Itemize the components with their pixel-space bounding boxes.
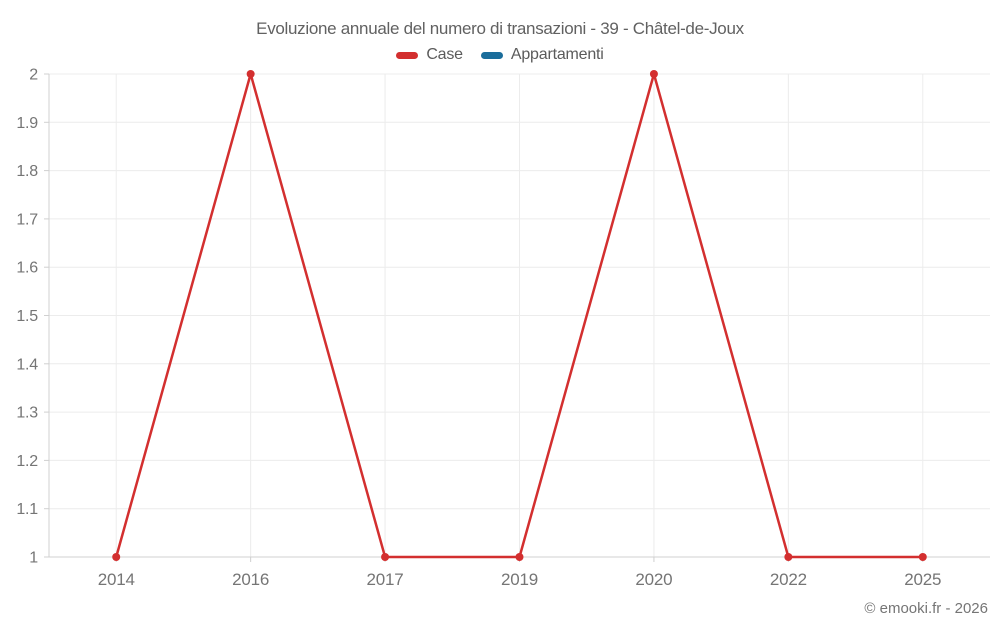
y-tick-label: 1.8 xyxy=(16,163,38,180)
data-point-case-2022[interactable] xyxy=(784,553,793,561)
credit-text: © emooki.fr - 2026 xyxy=(864,600,988,617)
data-point-case-2020[interactable] xyxy=(649,70,658,78)
legend: Case Appartamenti xyxy=(0,46,1000,64)
legend-swatch xyxy=(480,51,503,59)
legend-swatch xyxy=(396,51,419,59)
legend-item-appartamenti[interactable]: Appartamenti xyxy=(480,46,604,64)
legend-label: Case xyxy=(426,46,463,63)
legend-item-case[interactable]: Case xyxy=(396,46,463,64)
y-tick-label: 1.9 xyxy=(16,115,38,132)
x-tick-label: 2022 xyxy=(770,570,807,589)
x-tick-label: 2020 xyxy=(635,570,672,589)
legend-label: Appartamenti xyxy=(510,46,604,63)
x-tick-label: 2014 xyxy=(98,570,135,589)
data-point-case-2017[interactable] xyxy=(381,553,390,561)
data-point-case-2025[interactable] xyxy=(918,553,927,561)
y-tick-label: 1.7 xyxy=(16,211,38,228)
y-tick-label: 1.3 xyxy=(16,405,38,422)
data-point-case-2016[interactable] xyxy=(246,70,255,78)
y-tick-label: 1.1 xyxy=(16,501,38,518)
data-point-case-2019[interactable] xyxy=(515,553,524,561)
y-tick-label: 1.4 xyxy=(16,356,38,373)
x-tick-label: 2016 xyxy=(232,570,269,589)
chart-title: Evoluzione annuale del numero di transaz… xyxy=(256,19,744,38)
y-tick-label: 1.5 xyxy=(16,308,38,325)
x-tick-label: 2017 xyxy=(367,570,404,589)
y-tick-label: 1.6 xyxy=(16,260,38,277)
data-point-case-2014[interactable] xyxy=(112,553,121,561)
y-tick-label: 1.2 xyxy=(16,453,38,470)
y-tick-label: 1 xyxy=(29,550,38,567)
x-tick-label: 2019 xyxy=(501,570,538,589)
x-tick-label: 2025 xyxy=(904,570,941,589)
y-tick-label: 2 xyxy=(29,67,38,84)
